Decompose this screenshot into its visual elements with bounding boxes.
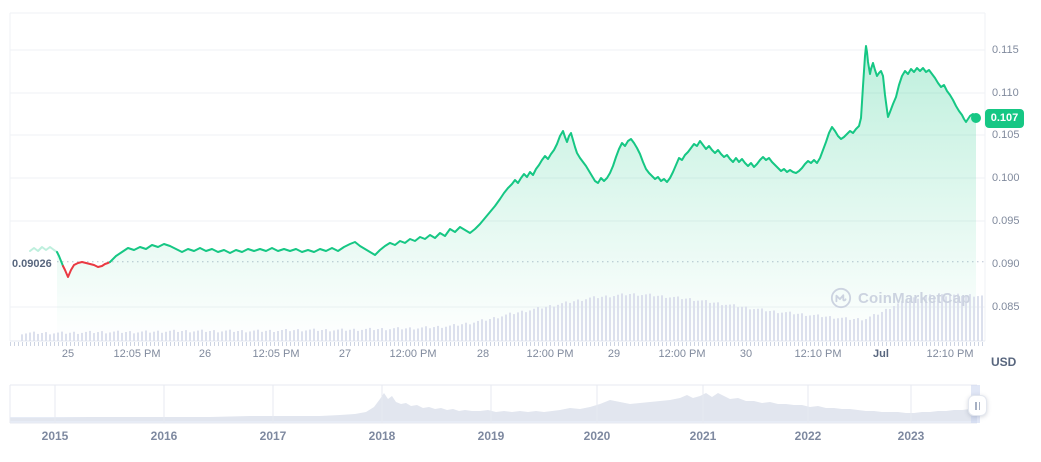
y-axis-tick: 0.110: [992, 87, 1019, 99]
y-axis-tick: 0.100: [992, 172, 1020, 184]
timeline-year: 2015: [41, 429, 69, 443]
timeline-scrubber[interactable]: [10, 385, 977, 423]
volume-bars: [21, 293, 983, 341]
x-axis-tick-marks: [10, 342, 985, 346]
open-price-label: 0.09026: [12, 258, 52, 270]
current-price-badge: 0.107: [985, 109, 1024, 128]
currency-unit-label: USD: [991, 355, 1017, 369]
price-line-faded-lead-in: [29, 246, 58, 253]
price-area-fill: [57, 46, 976, 341]
x-axis-tick-month: Jul: [873, 348, 889, 360]
x-axis-tick: 12:00 PM: [389, 348, 437, 360]
timeline-year: 2023: [897, 429, 925, 443]
timeline-year: 2020: [583, 429, 611, 443]
x-axis-tick: 30: [739, 348, 753, 360]
current-price-dot: [971, 113, 981, 123]
y-axis-tick: 0.115: [992, 44, 1019, 56]
timeline-year: 2017: [259, 429, 287, 443]
timeline-year: 2022: [794, 429, 822, 443]
y-axis-tick: 0.105: [992, 129, 1020, 141]
x-axis-tick: 29: [607, 348, 621, 360]
price-line-red: [62, 261, 111, 278]
y-axis-tick: 0.095: [992, 215, 1020, 227]
x-axis-tick: 12:00 PM: [658, 348, 706, 360]
timeline-year: 2021: [689, 429, 717, 443]
x-axis-tick: 12:05 PM: [113, 348, 161, 360]
y-axis-tick: 0.085: [992, 301, 1020, 313]
y-axis-tick: 0.090: [992, 258, 1020, 270]
x-axis-tick: 27: [338, 348, 352, 360]
x-axis-tick: 12:10 PM: [794, 348, 842, 360]
price-line-green: [56, 251, 64, 267]
scrubber-right-handle[interactable]: [968, 395, 987, 416]
x-axis-tick: 25: [61, 348, 75, 360]
x-axis-tick: 28: [476, 348, 490, 360]
price-line-green: [109, 45, 977, 263]
x-axis-tick: 12:00 PM: [526, 348, 574, 360]
timeline-year: 2016: [150, 429, 178, 443]
timeline-year: 2018: [368, 429, 396, 443]
x-axis-tick: 12:10 PM: [926, 348, 974, 360]
x-axis-tick: 26: [198, 348, 212, 360]
handle-grip-icon: [978, 401, 980, 410]
x-axis-tick: 12:05 PM: [252, 348, 300, 360]
timeline-minimap: [9, 384, 977, 424]
timeline-year: 2019: [477, 429, 505, 443]
handle-grip-icon: [975, 401, 977, 410]
